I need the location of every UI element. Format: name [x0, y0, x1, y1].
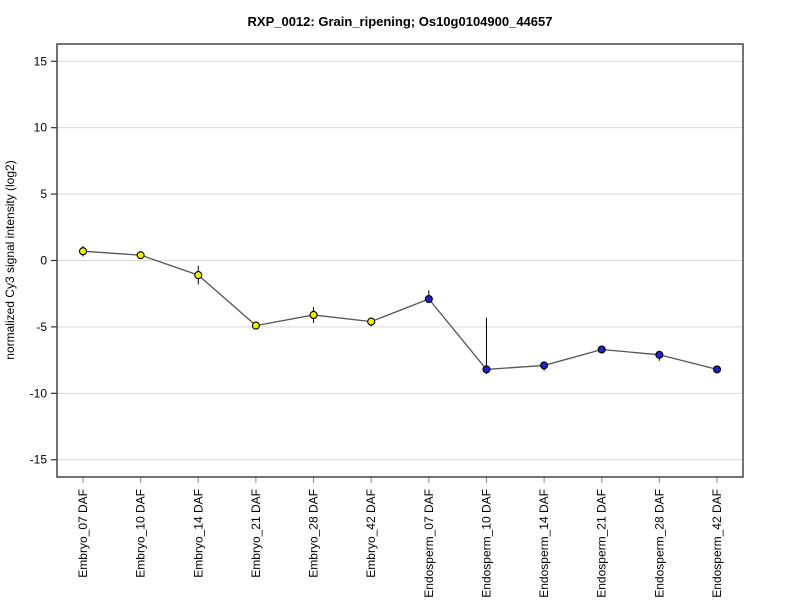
data-point: [597, 345, 606, 354]
y-tick-label: 15: [34, 54, 48, 68]
x-tick-label: Endosperm_10 DAF: [479, 489, 493, 598]
data-point: [424, 294, 433, 304]
y-axis-ticks: 15 10 5 0 -5 -10 -15: [30, 54, 57, 467]
x-tick-label: Embryo_42 DAF: [364, 489, 378, 578]
x-tick-label: Embryo_21 DAF: [249, 489, 263, 578]
x-tick-label: Embryo_10 DAF: [134, 489, 148, 578]
x-tick-label: Embryo_28 DAF: [307, 489, 321, 578]
data-point: [194, 271, 203, 280]
y-tick-label: -10: [30, 386, 48, 400]
y-tick-label: 10: [34, 121, 48, 135]
data-point: [251, 321, 260, 330]
gridlines: [57, 60, 743, 461]
x-tick-label: Endosperm_28 DAF: [652, 489, 666, 598]
x-tick-label: Endosperm_07 DAF: [422, 489, 436, 598]
data-point: [655, 350, 664, 359]
x-tick-label: Endosperm_42 DAF: [710, 489, 724, 598]
y-tick-label: 0: [40, 254, 47, 268]
chart-title: RXP_0012: Grain_ripening; Os10g0104900_4…: [248, 14, 553, 29]
y-tick-label: 5: [40, 187, 47, 201]
plot-frame: [56, 43, 744, 478]
data-point: [712, 365, 722, 374]
series-line: [82, 250, 718, 371]
x-axis-ticks: Embryo_07 DAF Embryo_10 DAF Embryo_14 DAF E…: [76, 477, 724, 598]
data-point: [309, 310, 318, 320]
data-point: [136, 251, 145, 260]
x-tick-label: Endosperm_14 DAF: [537, 489, 551, 598]
x-tick-label: Embryo_14 DAF: [191, 489, 205, 578]
data-point: [78, 247, 88, 256]
data-series: [78, 245, 722, 375]
x-tick-label: Embryo_07 DAF: [76, 489, 90, 578]
data-point: [367, 317, 376, 326]
data-point: [540, 361, 549, 370]
x-tick-label: Endosperm_21 DAF: [595, 489, 609, 598]
y-axis-label: normalized Cy3 signal intensity (log2): [3, 160, 17, 359]
y-tick-label: -15: [30, 453, 48, 467]
data-point: [482, 365, 491, 374]
y-tick-label: -5: [36, 320, 47, 334]
